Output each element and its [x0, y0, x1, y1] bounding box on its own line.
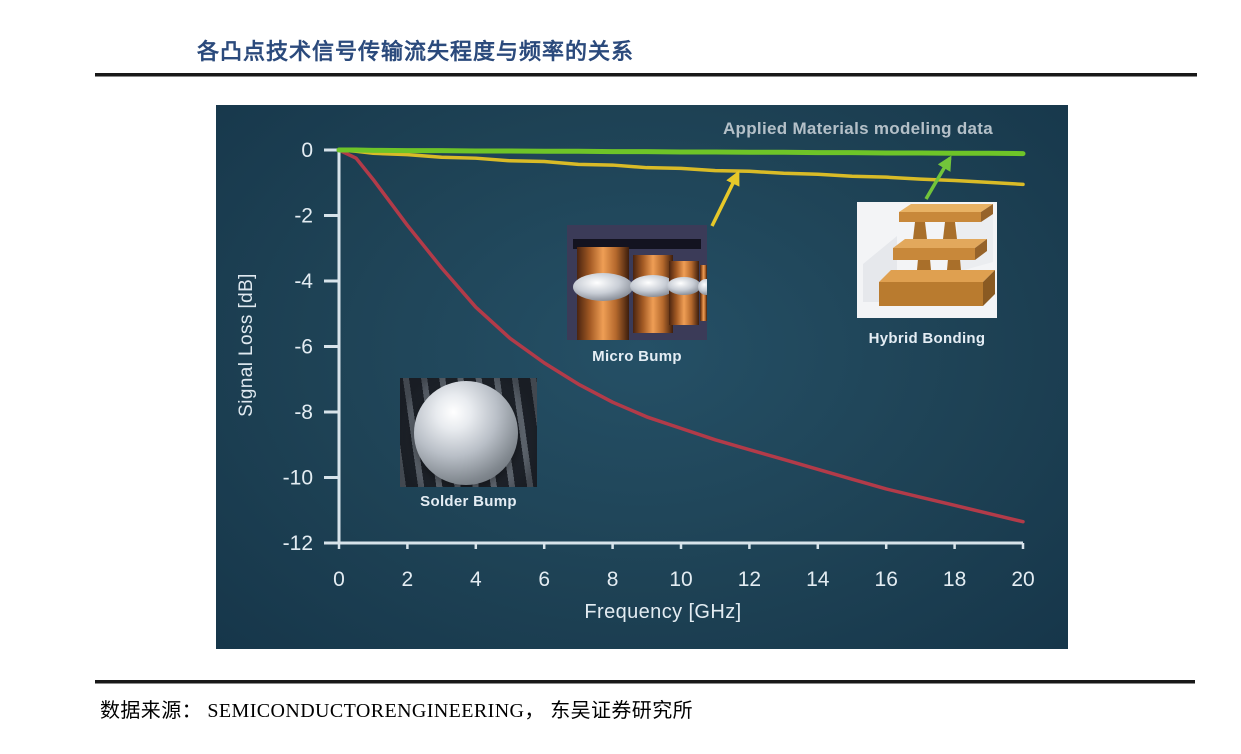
hybrid-bonding-pointer-arrow — [924, 155, 952, 200]
hybrid-bonding-label: Hybrid Bonding — [868, 330, 986, 347]
x-tick-label: 2 — [402, 568, 414, 591]
top-divider-rule — [95, 73, 1197, 77]
solder-sphere — [414, 381, 518, 485]
x-tick-label: 0 — [333, 568, 345, 591]
modeling-data-annotation: Applied Materials modeling data — [722, 119, 993, 138]
y-tick-label: -8 — [294, 401, 313, 424]
x-tick-label: 18 — [943, 568, 966, 591]
x-tick-label: 10 — [669, 568, 692, 591]
y-tick-label: 0 — [301, 139, 313, 162]
bottom-divider-rule — [95, 680, 1195, 684]
y-tick-label: -10 — [283, 467, 313, 490]
x-tick-label: 6 — [538, 568, 550, 591]
micro-bump-art — [567, 225, 707, 340]
solder-bump-label: Solder Bump — [420, 493, 517, 510]
y-tick-label: -4 — [294, 270, 313, 293]
figure-title: 各凸点技术信号传输流失程度与频率的关系 — [197, 39, 635, 64]
data-source-text: 数据来源： SEMICONDUCTORENGINEERING， 东吴证券研究所 — [100, 700, 694, 722]
micro-bump-image — [567, 225, 707, 340]
y-tick-label: -2 — [294, 205, 313, 228]
hybrid-bonding-image — [857, 202, 997, 318]
hybrid-bonding-art — [857, 202, 997, 318]
series-line-solder-bump — [337, 148, 1025, 524]
x-tick-label: 20 — [1011, 568, 1034, 591]
x-tick-label: 12 — [738, 568, 761, 591]
x-tick-label: 14 — [806, 568, 830, 591]
axis-ticks: 0 -2 -4 -6 -8 -10 -12 0 2 4 6 8 10 12 14 16 18 20 — [283, 139, 1035, 591]
solder-bump-image — [400, 378, 537, 487]
y-tick-label: -6 — [294, 336, 313, 359]
x-tick-label: 16 — [875, 568, 898, 591]
x-axis-title: Frequency [GHz] — [584, 601, 742, 623]
x-tick-label: 8 — [607, 568, 619, 591]
series-lines — [336, 147, 1026, 524]
signal-loss-chart: 0 -2 -4 -6 -8 -10 -12 0 2 4 6 8 10 12 14 16 18 20 — [283, 139, 1035, 591]
x-tick-label: 4 — [470, 568, 482, 591]
chart-panel: 0 -2 -4 -6 -8 -10 -12 0 2 4 6 8 10 12 14 16 18 20 Applied… — [216, 105, 1068, 649]
y-axis-title: Signal Loss [dB] — [236, 273, 257, 417]
y-tick-label: -12 — [283, 532, 313, 555]
series-line-hybrid-bonding — [336, 147, 1026, 157]
series-line-micro-bump — [337, 148, 1025, 187]
micro-bump-label: Micro Bump — [592, 348, 682, 365]
micro-bump-pointer-arrow — [710, 170, 740, 227]
